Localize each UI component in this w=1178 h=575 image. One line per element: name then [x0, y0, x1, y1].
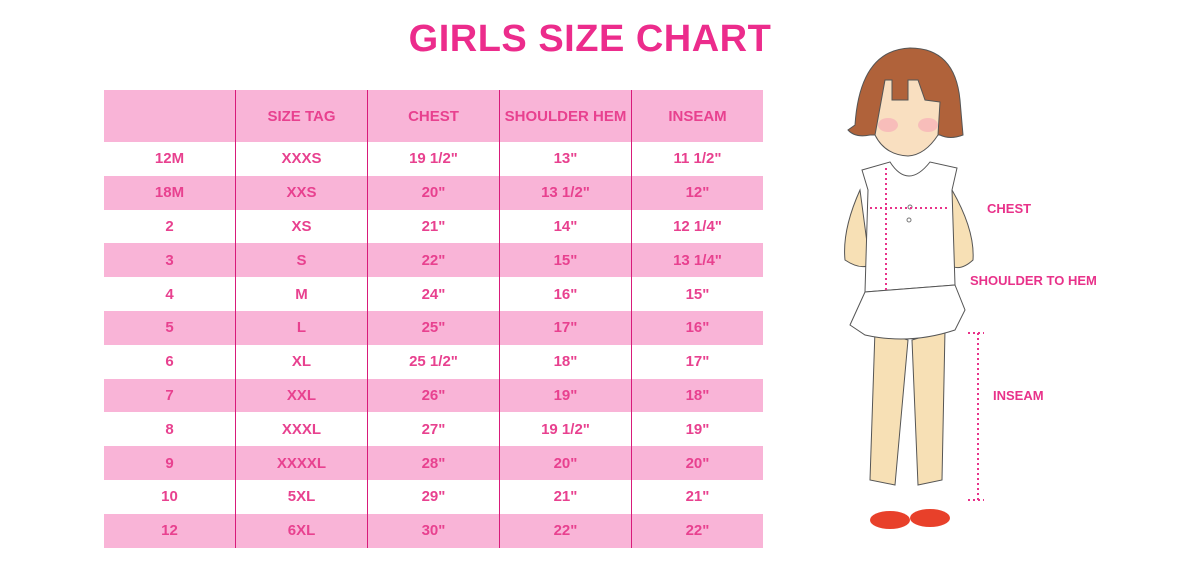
- table-cell: 22": [631, 513, 763, 548]
- table-cell: 19 1/2": [499, 412, 632, 447]
- table-cell: 11 1/2": [631, 142, 763, 176]
- table-cell: 5: [165, 319, 174, 337]
- table-row: 9 XXXXL 28" 20" 20": [104, 446, 763, 480]
- column-header: SIZE TAG: [235, 90, 368, 142]
- table-row: 18M XXS 20" 13 1/2" 12": [104, 175, 763, 210]
- size-chart-table: SIZE TAG CHEST SHOULDER HEM INSEAM 12M XXXS 1…: [104, 90, 763, 548]
- table-cell: 30": [367, 513, 500, 548]
- table-cell: XL: [235, 344, 368, 379]
- table-cell: L: [235, 310, 368, 345]
- table-cell: 6: [165, 353, 174, 371]
- table-cell: 19 1/2": [367, 142, 500, 176]
- table-row: 4 M 24" 16" 15": [104, 277, 763, 311]
- table-cell: 21": [499, 479, 632, 514]
- table-cell: S: [235, 243, 368, 278]
- table-header-row: SIZE TAG CHEST SHOULDER HEM INSEAM: [104, 90, 763, 142]
- table-cell: XXXXL: [235, 446, 368, 480]
- girl-measurement-illustration: [844, 47, 984, 529]
- table-cell: XXXS: [235, 142, 368, 176]
- table-cell: 21": [367, 209, 500, 244]
- table-cell: 27": [367, 412, 500, 447]
- column-header: CHEST: [367, 90, 500, 142]
- table-row: 8 XXXL 27" 19 1/2" 19": [104, 412, 763, 447]
- table-cell: 21": [631, 479, 763, 514]
- table-cell: 25 1/2": [367, 344, 500, 379]
- table-cell: 20": [499, 446, 632, 480]
- table-row: 2 XS 21" 14" 12 1/4": [104, 209, 763, 244]
- table-row: 7 XXL 26" 19" 18": [104, 378, 763, 413]
- table-cell: 7: [165, 386, 174, 404]
- table-cell: 13 1/4": [631, 243, 763, 278]
- table-cell: XS: [235, 209, 368, 244]
- table-cell: M: [235, 277, 368, 311]
- table-cell: 6XL: [235, 513, 368, 548]
- table-cell: 3: [165, 251, 174, 269]
- table-row: 6 XL 25 1/2" 18" 17": [104, 344, 763, 379]
- table-cell: 12 1/4": [631, 209, 763, 244]
- table-cell: 22": [367, 243, 500, 278]
- table-cell: 16": [499, 277, 632, 311]
- table-cell: 18": [631, 378, 763, 413]
- table-cell: 12": [631, 175, 763, 210]
- table-cell: 2: [165, 217, 174, 235]
- chest-label: CHEST: [987, 201, 1032, 216]
- table-cell: 13 1/2": [499, 175, 632, 210]
- table-cell: 26": [367, 378, 500, 413]
- page-title: GIRLS SIZE CHART: [408, 18, 772, 60]
- table-cell: 20": [367, 175, 500, 210]
- shoulder-to-hem-label: SHOULDER TO HEM: [970, 273, 1097, 288]
- table-cell: XXXL: [235, 412, 368, 447]
- table-cell: 14": [499, 209, 632, 244]
- table-row: 12 6XL 30" 22" 22": [104, 513, 763, 548]
- table-cell: 15": [499, 243, 632, 278]
- table-cell: 19": [499, 378, 632, 413]
- table-row: 10 5XL 29" 21" 21": [104, 479, 763, 514]
- table-row: 5 L 25" 17" 16": [104, 310, 763, 345]
- table-cell: 8: [165, 420, 174, 438]
- table-cell: 19": [631, 412, 763, 447]
- column-header: INSEAM: [631, 90, 763, 142]
- table-cell: 9: [165, 454, 174, 472]
- table-cell: 4: [165, 285, 174, 303]
- column-header: [104, 90, 236, 142]
- table-cell: 13": [499, 142, 632, 176]
- column-header: SHOULDER HEM: [499, 90, 632, 142]
- table-cell: 10: [161, 488, 178, 506]
- table-row: 3 S 22" 15" 13 1/4": [104, 243, 763, 278]
- table-row: 12M XXXS 19 1/2" 13" 11 1/2": [104, 142, 763, 176]
- table-cell: 28": [367, 446, 500, 480]
- table-cell: 29": [367, 479, 500, 514]
- inseam-label: INSEAM: [993, 388, 1044, 403]
- table-cell: 5XL: [235, 479, 368, 514]
- table-cell: 15": [631, 277, 763, 311]
- table-cell: 18M: [154, 184, 185, 202]
- table-cell: 18": [499, 344, 632, 379]
- table-cell: XXL: [235, 378, 368, 413]
- table-cell: 17": [631, 344, 763, 379]
- table-cell: 17": [499, 310, 632, 345]
- table-cell: 22": [499, 513, 632, 548]
- table-cell: 12: [161, 522, 178, 540]
- table-cell: 12M: [154, 150, 185, 168]
- table-cell: XXS: [235, 175, 368, 210]
- table-cell: 25": [367, 310, 500, 345]
- table-cell: 24": [367, 277, 500, 311]
- table-cell: 20": [631, 446, 763, 480]
- table-cell: 16": [631, 310, 763, 345]
